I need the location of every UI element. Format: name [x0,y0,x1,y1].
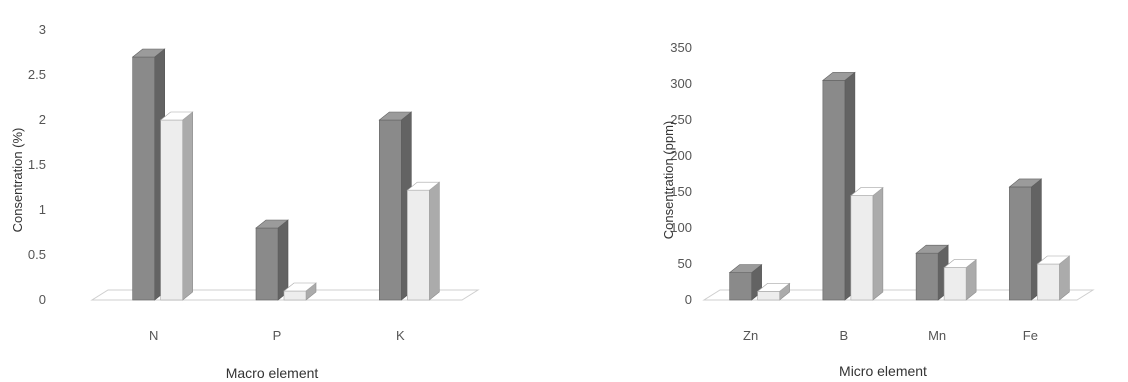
micro-y-ticks: 0 50 100 150 200 250 300 350 [670,40,692,307]
micro-y-tick-label: 150 [670,184,692,199]
micro-y-tick-label: 50 [678,256,692,271]
micro-bar-b-series-2 [850,186,884,301]
macro-y-tick-label: 2.5 [28,67,46,82]
macro-element-chart: 0 0.5 1 1.5 2 2.5 3 N P K Macro element Consentr… [10,22,480,381]
micro-bar-fe-series-1 [1008,178,1043,301]
macro-x-tick-p: P [273,328,282,343]
macro-bar-k-series-1 [378,111,413,301]
macro-bar-p-series-2 [283,282,317,301]
macro-x-tick-k: K [396,328,405,343]
macro-y-ticks: 0 0.5 1 1.5 2 2.5 3 [28,22,46,307]
micro-y-tick-label: 200 [670,148,692,163]
macro-x-tick-n: N [149,328,158,343]
micro-y-tick-label: 250 [670,112,692,127]
micro-element-chart: 0 50 100 150 200 250 300 350 Zn B Mn Fe Micro elem… [661,40,1095,379]
micro-bars [728,71,1071,301]
micro-bar-zn-series-1 [728,264,763,301]
macro-bar-k-series-2 [406,181,441,301]
micro-y-tick-label: 0 [685,292,692,307]
micro-x-tick-fe: Fe [1023,328,1038,343]
macro-y-tick-label: 0 [39,292,46,307]
macro-y-tick-label: 2 [39,112,46,127]
macro-y-tick-label: 1.5 [28,157,46,172]
micro-bar-mn-series-2 [943,258,977,301]
macro-y-axis-title: Consentration (%) [10,128,25,233]
micro-bar-fe-series-2 [1036,255,1071,301]
macro-bars [131,48,441,301]
macro-y-tick-label: 3 [39,22,46,37]
micro-bar-b-series-1 [822,71,856,301]
micro-bar-zn-series-2 [756,282,791,301]
micro-x-tick-b: B [840,328,849,343]
macro-y-tick-label: 1 [39,202,46,217]
macro-bar-n-series-2 [159,111,194,301]
micro-x-tick-mn: Mn [928,328,946,343]
micro-x-axis-title: Micro element [839,363,927,379]
micro-bar-mn-series-1 [915,244,949,301]
micro-y-tick-label: 350 [670,40,692,55]
micro-y-axis-title: Consentration (ppm) [661,121,676,240]
macro-x-axis-title: Macro element [226,365,319,381]
micro-x-ticks: Zn B Mn Fe [743,328,1038,343]
micro-x-tick-zn: Zn [743,328,758,343]
macro-bar-n-series-1 [131,48,166,301]
macro-y-tick-label: 0.5 [28,247,46,262]
macro-bar-p-series-1 [255,219,289,301]
micro-y-tick-label: 300 [670,76,692,91]
micro-y-tick-label: 100 [670,220,692,235]
